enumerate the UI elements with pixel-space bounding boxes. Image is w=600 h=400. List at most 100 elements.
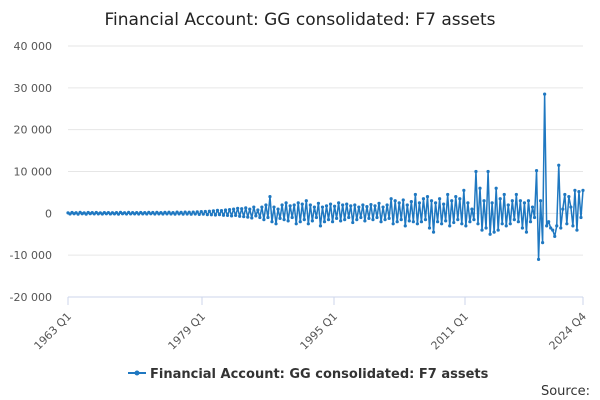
data-point[interactable] (512, 218, 516, 222)
data-point[interactable] (448, 224, 452, 228)
data-point[interactable] (296, 201, 300, 205)
data-point[interactable] (219, 209, 224, 213)
data-point[interactable] (431, 230, 436, 234)
data-point[interactable] (440, 222, 444, 226)
data-point[interactable] (373, 204, 377, 208)
data-point[interactable] (506, 203, 510, 207)
data-point[interactable] (351, 220, 355, 225)
data-point[interactable] (385, 203, 389, 207)
data-point[interactable] (397, 201, 401, 205)
data-point[interactable] (197, 212, 201, 216)
data-point[interactable] (494, 186, 498, 190)
data-point[interactable] (207, 209, 211, 213)
data-point[interactable] (365, 205, 369, 209)
data-point[interactable] (413, 192, 417, 197)
data-point[interactable] (258, 215, 262, 220)
data-point[interactable] (322, 220, 327, 224)
data-point[interactable] (379, 220, 383, 224)
data-point[interactable] (462, 188, 466, 192)
data-point[interactable] (215, 208, 220, 213)
legend[interactable]: Financial Account: GG consolidated: F7 a… (128, 367, 489, 382)
data-point[interactable] (488, 232, 492, 236)
data-point[interactable] (565, 222, 569, 226)
data-point[interactable] (280, 203, 284, 207)
data-point[interactable] (335, 216, 339, 220)
data-point[interactable] (520, 226, 525, 230)
data-point[interactable] (504, 224, 508, 228)
data-point[interactable] (482, 199, 486, 203)
data-point[interactable] (498, 197, 502, 201)
data-point[interactable] (555, 224, 559, 228)
data-point[interactable] (250, 216, 254, 220)
data-point[interactable] (361, 203, 365, 207)
data-point[interactable] (286, 219, 290, 223)
data-point[interactable] (349, 204, 353, 208)
data-point[interactable] (423, 218, 428, 222)
data-point[interactable] (304, 199, 308, 203)
data-point[interactable] (347, 215, 351, 220)
data-point[interactable] (244, 206, 248, 210)
data-point[interactable] (522, 201, 527, 205)
data-point[interactable] (391, 222, 395, 226)
data-point[interactable] (532, 215, 537, 220)
data-point[interactable] (377, 201, 381, 205)
data-point[interactable] (577, 189, 581, 194)
data-point[interactable] (563, 192, 567, 197)
data-point[interactable] (474, 169, 478, 174)
data-point[interactable] (292, 203, 296, 207)
data-point[interactable] (341, 203, 345, 207)
data-point[interactable] (536, 257, 541, 261)
data-point[interactable] (189, 212, 193, 216)
data-point[interactable] (425, 195, 430, 199)
data-point[interactable] (538, 199, 543, 203)
data-point[interactable] (312, 205, 316, 209)
data-point[interactable] (236, 206, 240, 210)
data-point[interactable] (549, 226, 553, 230)
data-point[interactable] (557, 163, 561, 167)
data-point[interactable] (359, 215, 363, 220)
data-point[interactable] (332, 204, 337, 208)
data-point[interactable] (298, 220, 302, 224)
data-point[interactable] (330, 220, 335, 224)
data-point[interactable] (421, 197, 426, 201)
data-point[interactable] (221, 213, 226, 217)
data-point[interactable] (541, 241, 545, 245)
data-point[interactable] (399, 218, 403, 222)
data-point[interactable] (191, 210, 195, 214)
data-point[interactable] (575, 228, 579, 232)
data-point[interactable] (524, 230, 529, 234)
data-point[interactable] (355, 218, 359, 222)
data-point[interactable] (486, 169, 490, 174)
data-point[interactable] (326, 218, 331, 222)
data-point[interactable] (272, 205, 276, 209)
data-point[interactable] (211, 209, 216, 213)
data-point[interactable] (367, 216, 371, 220)
data-point[interactable] (526, 199, 531, 203)
data-point[interactable] (357, 205, 361, 209)
data-point[interactable] (209, 213, 213, 217)
data-point[interactable] (353, 203, 357, 207)
data-point[interactable] (343, 218, 347, 222)
data-point[interactable] (310, 219, 314, 223)
data-point[interactable] (225, 213, 230, 218)
data-point[interactable] (320, 205, 325, 209)
data-point[interactable] (528, 220, 533, 224)
data-point[interactable] (561, 207, 565, 211)
data-point[interactable] (480, 228, 484, 232)
data-point[interactable] (446, 192, 450, 197)
data-point[interactable] (308, 203, 312, 207)
data-point[interactable] (510, 199, 514, 203)
data-point[interactable] (328, 202, 333, 206)
data-point[interactable] (454, 195, 458, 199)
data-point[interactable] (395, 220, 399, 224)
data-point[interactable] (375, 215, 379, 220)
data-point[interactable] (246, 215, 250, 219)
data-point[interactable] (205, 212, 209, 217)
data-point[interactable] (195, 210, 199, 214)
data-point[interactable] (456, 218, 460, 222)
data-point[interactable] (193, 212, 197, 216)
data-point[interactable] (407, 219, 411, 223)
data-point[interactable] (464, 224, 468, 228)
data-point[interactable] (543, 92, 547, 96)
data-point[interactable] (318, 224, 323, 228)
